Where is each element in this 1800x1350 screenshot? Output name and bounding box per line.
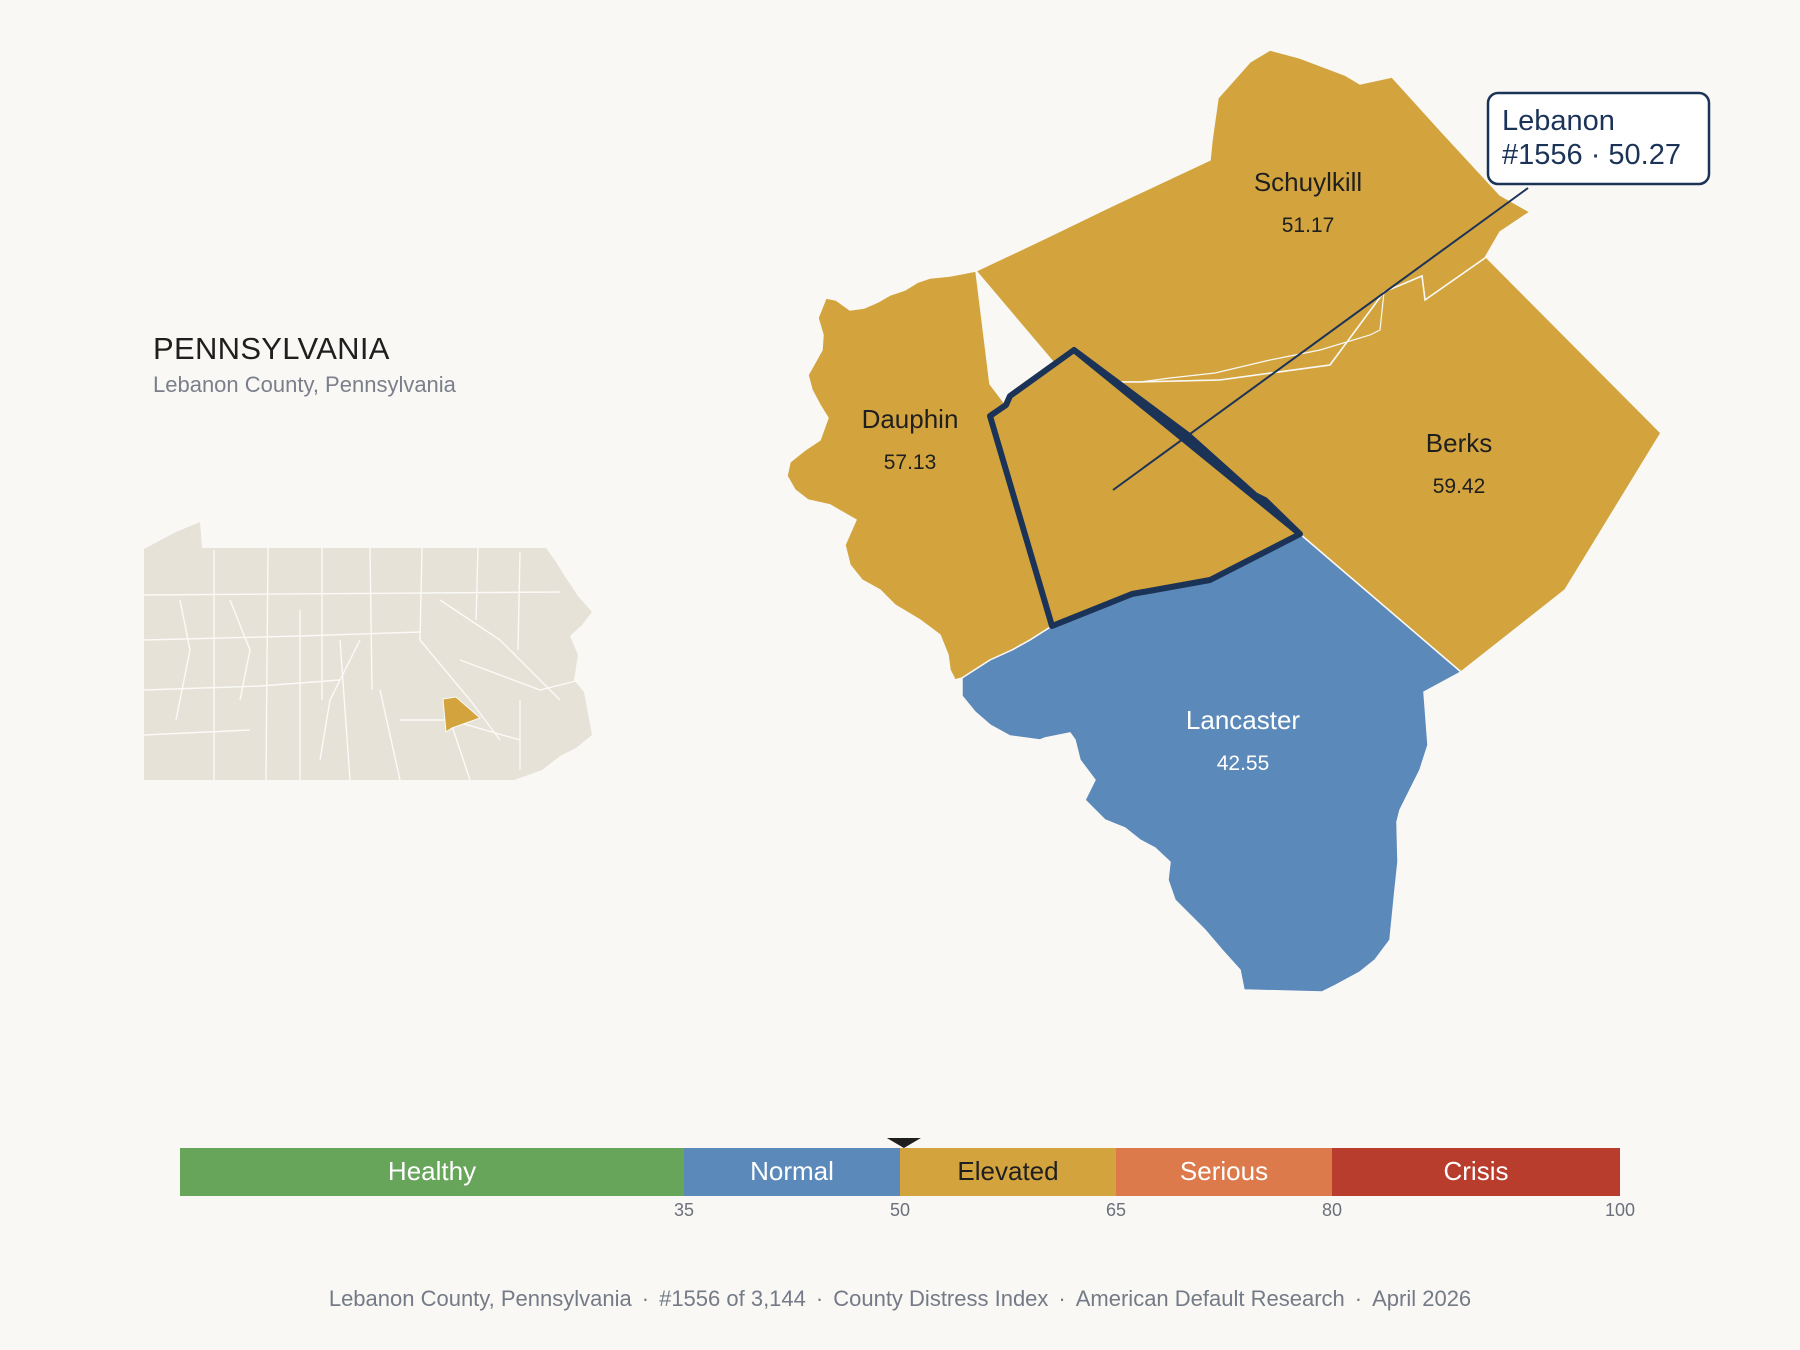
footer-date: April 2026 [1372,1286,1472,1311]
scale-label-normal: Normal [750,1156,834,1186]
state-subtitle: Lebanon County, Pennsylvania [153,372,456,397]
county-score-schuylkill: 51.17 [1282,214,1335,237]
pennsylvania-outline [144,522,592,780]
scale-tick-100: 100 [1605,1200,1635,1220]
county-score-dauphin: 57.13 [884,451,937,474]
boundary-line [1139,291,1385,383]
scale-tick-65: 65 [1106,1200,1126,1220]
county-score-lancaster: 42.55 [1217,752,1270,775]
county-label-dauphin: Dauphin [862,404,959,434]
scale-tick-35: 35 [674,1200,694,1220]
callout-leader-line [1112,187,1529,491]
footer-rank: #1556 of 3,144 [659,1286,806,1311]
state-title: PENNSYLVANIA [153,331,390,366]
scale-band-crisis [1332,1148,1620,1196]
scale-label-serious: Serious [1180,1156,1268,1186]
scale-tick-80: 80 [1322,1200,1342,1220]
scale-band-healthy [180,1148,684,1196]
callout-rank-score: #1556 · 50.27 [1502,139,1681,171]
callout-county-name: Lebanon [1502,105,1615,137]
state-county-lines [143,547,581,781]
county-lebanon[interactable] [987,347,1303,629]
county-label-lancaster: Lancaster [1186,705,1301,735]
scale-band-elevated [900,1148,1116,1196]
footer-county: Lebanon County, Pennsylvania [328,1286,632,1311]
scale-tick-50: 50 [890,1200,910,1220]
footer-source: American Default Research [1075,1286,1345,1311]
scale-label-elevated: Elevated [957,1156,1058,1186]
scale-marker-icon [886,1138,921,1148]
scale-band-normal [684,1148,900,1196]
scale-label-healthy: Healthy [388,1156,476,1186]
scale-band-serious [1116,1148,1332,1196]
callout-box [1486,91,1711,186]
county-label-berks: Berks [1426,428,1492,458]
county-label-schuylkill: Schuylkill [1254,167,1362,197]
county-score-berks: 59.42 [1433,475,1486,498]
scale-label-crisis: Crisis [1444,1156,1509,1186]
lebanon-locator [442,696,481,733]
county-lancaster[interactable] [961,533,1463,993]
footer: Lebanon County, Pennsylvania · #1556 of 3,… [328,1286,1472,1311]
footer-index: County Distress Index [833,1286,1049,1311]
